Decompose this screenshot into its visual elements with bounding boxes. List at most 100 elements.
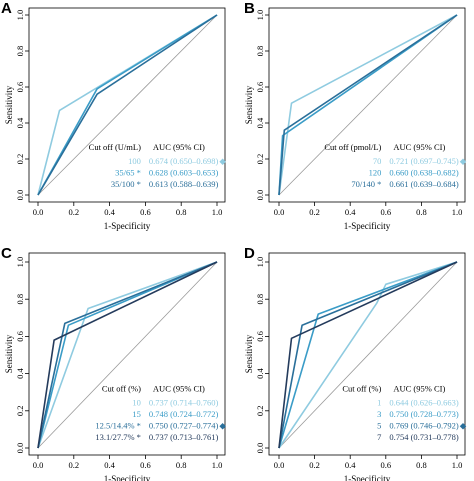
legend-auc-d-4: 0.754 (0.731–0.778) bbox=[389, 432, 459, 442]
x-tick-label-b: 0.4 bbox=[345, 207, 356, 217]
legend-auc-c-3: 0.750 (0.727–0.774) bbox=[149, 421, 219, 431]
legend-cutoff-c-2: 15 bbox=[132, 409, 141, 419]
y-tick-label-d: 0.0 bbox=[255, 443, 265, 454]
roc-line-b-1 bbox=[278, 14, 458, 196]
legend-cutoff-d-1: 1 bbox=[377, 398, 381, 408]
best-auc-marker-d: ◆ bbox=[460, 421, 467, 431]
y-tick-label-b: 0.6 bbox=[255, 82, 265, 93]
y-tick-label-c: 0.8 bbox=[15, 294, 25, 305]
y-tick-label-b: 0.0 bbox=[255, 190, 265, 201]
x-tick-label-a: 0.2 bbox=[68, 207, 79, 217]
x-tick-label-b: 0.8 bbox=[416, 207, 427, 217]
y-tick-label-a: 0.4 bbox=[15, 117, 25, 128]
legend-cutoff-c-1: 10 bbox=[132, 398, 141, 408]
legend-cutoff-d-2: 3 bbox=[377, 409, 381, 419]
x-tick-label-b: 0.0 bbox=[274, 207, 285, 217]
legend-cutoff-a-3: 35/100 * bbox=[111, 179, 141, 189]
plot-frame-d bbox=[268, 252, 466, 456]
legend-auc-d-1: 0.644 (0.626–0.663) bbox=[389, 398, 459, 408]
y-tick-label-d: 1.0 bbox=[255, 257, 265, 268]
x-tick-label-d: 0.0 bbox=[274, 460, 285, 470]
y-axis-title-c: Sensitivity bbox=[4, 334, 14, 373]
panel-letter-d: D bbox=[244, 245, 255, 262]
panel-letter-a: A bbox=[1, 0, 12, 17]
best-auc-marker-b: ◆ bbox=[460, 156, 467, 166]
legend-auc-header-a: AUC (95% CI) bbox=[153, 142, 205, 152]
x-tick-label-d: 0.2 bbox=[309, 460, 320, 470]
y-tick-label-a: 1.0 bbox=[15, 10, 25, 21]
legend-cutoff-c-3: 12.5/14.4% * bbox=[95, 421, 141, 431]
y-tick-label-b: 0.4 bbox=[255, 117, 265, 128]
y-tick-label-c: 0.4 bbox=[15, 368, 25, 379]
x-tick-label-c: 0.2 bbox=[68, 460, 79, 470]
legend-auc-a-1: 0.674 (0.650–0.698) bbox=[149, 156, 219, 166]
y-tick-label-d: 0.6 bbox=[255, 331, 265, 342]
plot-frame-b bbox=[268, 7, 466, 203]
legend-cutoff-header-b: Cut off (pmol/L) bbox=[324, 142, 381, 152]
x-axis-title-d: 1-Specificity bbox=[344, 474, 391, 481]
legend-auc-a-2: 0.628 (0.603–0.653) bbox=[149, 168, 219, 178]
legend-cutoff-b-3: 70/140 * bbox=[351, 179, 381, 189]
x-tick-label-a: 0.8 bbox=[176, 207, 187, 217]
legend-auc-header-c: AUC (95% CI) bbox=[153, 384, 205, 394]
x-tick-label-a: 0.4 bbox=[104, 207, 115, 217]
legend-auc-header-d: AUC (95% CI) bbox=[393, 384, 445, 394]
legend-cutoff-d-3: 5 bbox=[377, 421, 381, 431]
best-auc-marker-a: ◆ bbox=[219, 156, 226, 166]
y-tick-label-c: 0.0 bbox=[15, 443, 25, 454]
legend-auc-c-4: 0.737 (0.713–0.761) bbox=[149, 432, 219, 442]
y-tick-label-a: 0.2 bbox=[15, 154, 25, 165]
legend-auc-d-3: 0.769 (0.746–0.792) bbox=[389, 421, 459, 431]
x-tick-label-d: 1.0 bbox=[452, 460, 463, 470]
legend-auc-a-3: 0.613 (0.588–0.639) bbox=[149, 179, 219, 189]
roc-line-c-4 bbox=[37, 261, 218, 449]
legend-auc-header-b: AUC (95% CI) bbox=[393, 142, 445, 152]
y-axis-title-d: Sensitivity bbox=[244, 334, 254, 373]
y-tick-label-d: 0.4 bbox=[255, 368, 265, 379]
legend-cutoff-header-d: Cut off (%) bbox=[342, 384, 381, 394]
roc-line-d-4 bbox=[278, 261, 458, 449]
y-axis-title-b: Sensitivity bbox=[244, 85, 254, 124]
plot-frame-a bbox=[28, 7, 226, 203]
x-axis-title-b: 1-Specificity bbox=[344, 221, 391, 231]
plot-frame-c bbox=[28, 252, 226, 456]
y-tick-label-d: 0.8 bbox=[255, 294, 265, 305]
panel-letter-b: B bbox=[244, 0, 255, 17]
roc-line-b-3 bbox=[278, 14, 458, 196]
x-axis-title-a: 1-Specificity bbox=[104, 221, 151, 231]
y-axis-title-a: Sensitivity bbox=[4, 85, 14, 124]
y-tick-label-b: 0.8 bbox=[255, 46, 265, 57]
legend-auc-c-1: 0.737 (0.714–0.760) bbox=[149, 398, 219, 408]
roc-line-d-3 bbox=[278, 261, 458, 449]
legend-cutoff-a-2: 35/65 * bbox=[115, 168, 141, 178]
x-tick-label-c: 0.6 bbox=[140, 460, 151, 470]
legend-auc-b-3: 0.661 (0.639–0.684) bbox=[389, 179, 459, 189]
y-tick-label-d: 0.2 bbox=[255, 405, 265, 416]
roc-line-c-3 bbox=[37, 261, 218, 449]
legend-cutoff-d-4: 7 bbox=[377, 432, 381, 442]
x-tick-label-c: 0.0 bbox=[33, 460, 44, 470]
x-tick-label-b: 0.2 bbox=[309, 207, 320, 217]
roc-line-a-3 bbox=[37, 14, 218, 196]
x-tick-label-a: 0.0 bbox=[33, 207, 44, 217]
y-tick-label-b: 0.2 bbox=[255, 154, 265, 165]
x-tick-label-c: 0.8 bbox=[176, 460, 187, 470]
legend-cutoff-c-4: 13.1/27.7% * bbox=[95, 432, 141, 442]
reference-diagonal-a bbox=[37, 14, 218, 196]
reference-diagonal-d bbox=[278, 261, 458, 449]
x-tick-label-c: 0.4 bbox=[104, 460, 115, 470]
y-tick-label-a: 0.0 bbox=[15, 190, 25, 201]
legend-auc-d-2: 0.750 (0.728–0.773) bbox=[389, 409, 459, 419]
legend-auc-b-1: 0.721 (0.697–0.745) bbox=[389, 156, 459, 166]
x-tick-label-a: 0.6 bbox=[140, 207, 151, 217]
y-tick-label-c: 0.2 bbox=[15, 405, 25, 416]
legend-cutoff-a-1: 100 bbox=[128, 156, 141, 166]
reference-diagonal-b bbox=[278, 14, 458, 196]
panel-letter-c: C bbox=[1, 245, 12, 262]
x-tick-label-a: 1.0 bbox=[212, 207, 223, 217]
x-tick-label-d: 0.6 bbox=[380, 460, 391, 470]
roc-line-c-2 bbox=[37, 261, 218, 449]
legend-auc-c-2: 0.748 (0.724–0.772) bbox=[149, 409, 219, 419]
y-tick-label-a: 0.6 bbox=[15, 82, 25, 93]
